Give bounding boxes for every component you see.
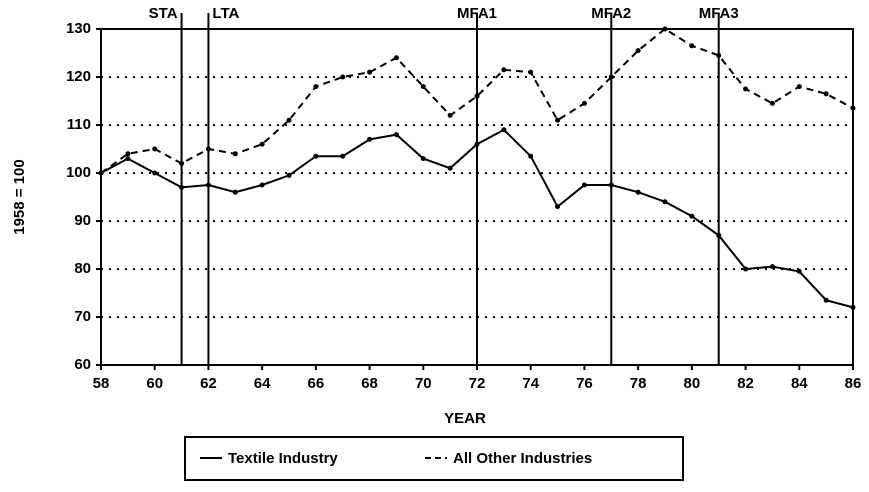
- point: [367, 69, 373, 75]
- point: [152, 170, 158, 176]
- point: [98, 170, 104, 176]
- point: [528, 153, 534, 159]
- point: [769, 100, 775, 106]
- point: [286, 117, 292, 123]
- point: [393, 132, 399, 138]
- x-tick-label: 58: [93, 375, 110, 392]
- point: [823, 297, 829, 303]
- point: [179, 160, 185, 166]
- x-tick-label: 72: [469, 375, 486, 392]
- x-tick-label: 68: [361, 375, 378, 392]
- point: [608, 74, 614, 80]
- annotation-label: MFA1: [457, 5, 497, 22]
- point: [474, 93, 480, 99]
- point: [313, 153, 319, 159]
- point: [152, 146, 158, 152]
- point: [716, 232, 722, 238]
- point: [447, 112, 453, 118]
- x-tick-label: 66: [308, 375, 325, 392]
- point: [474, 141, 480, 147]
- x-tick-label: 84: [791, 375, 808, 392]
- point: [662, 26, 668, 32]
- point: [393, 55, 399, 61]
- legend-box: [184, 436, 684, 481]
- annotation-label: MFA3: [699, 5, 739, 22]
- point: [743, 266, 749, 272]
- x-tick-label: 62: [200, 375, 217, 392]
- point: [555, 204, 561, 210]
- point: [286, 172, 292, 178]
- y-tick-label: 110: [67, 116, 91, 133]
- y-tick-label: 120: [66, 68, 91, 85]
- point: [743, 86, 749, 92]
- point: [850, 105, 856, 111]
- point: [769, 264, 775, 270]
- point: [313, 84, 319, 90]
- point: [716, 52, 722, 58]
- point: [689, 43, 695, 49]
- x-tick-label: 76: [576, 375, 593, 392]
- point: [340, 74, 346, 80]
- point: [125, 151, 131, 157]
- point: [420, 156, 426, 162]
- x-tick-label: 86: [845, 375, 862, 392]
- x-tick-label: 78: [630, 375, 647, 392]
- x-tick-label: 82: [737, 375, 754, 392]
- point: [340, 153, 346, 159]
- x-tick-label: 74: [522, 375, 539, 392]
- y-axis-label: 1958 = 100: [11, 159, 28, 235]
- x-tick-label: 80: [684, 375, 701, 392]
- point: [367, 136, 373, 142]
- point: [179, 184, 185, 190]
- y-tick-label: 70: [74, 308, 91, 325]
- y-tick-label: 130: [66, 20, 91, 37]
- point: [635, 48, 641, 54]
- point: [823, 91, 829, 97]
- annotation-label: LTA: [212, 5, 239, 22]
- x-tick-label: 60: [146, 375, 163, 392]
- legend-label: Textile Industry: [228, 450, 338, 467]
- point: [581, 182, 587, 188]
- point: [796, 268, 802, 274]
- point: [232, 189, 238, 195]
- point: [125, 156, 131, 162]
- point: [232, 151, 238, 157]
- point: [501, 67, 507, 73]
- y-tick-label: 100: [66, 164, 91, 181]
- point: [447, 165, 453, 171]
- point: [608, 182, 614, 188]
- point: [796, 84, 802, 90]
- annotation-label: MFA2: [591, 5, 631, 22]
- point: [205, 146, 211, 152]
- point: [662, 199, 668, 205]
- point: [635, 189, 641, 195]
- point: [259, 182, 265, 188]
- annotation-label: STA: [149, 5, 178, 22]
- legend-label: All Other Industries: [453, 450, 592, 467]
- y-tick-label: 80: [74, 260, 91, 277]
- y-tick-label: 60: [74, 356, 91, 373]
- point: [850, 304, 856, 310]
- x-tick-label: 64: [254, 375, 271, 392]
- y-tick-label: 90: [74, 212, 91, 229]
- point: [501, 127, 507, 133]
- point: [259, 141, 265, 147]
- point: [205, 182, 211, 188]
- x-tick-label: 70: [415, 375, 432, 392]
- point: [689, 213, 695, 219]
- x-axis-label: YEAR: [444, 410, 486, 427]
- point: [528, 69, 534, 75]
- point: [555, 117, 561, 123]
- point: [420, 84, 426, 90]
- point: [581, 100, 587, 106]
